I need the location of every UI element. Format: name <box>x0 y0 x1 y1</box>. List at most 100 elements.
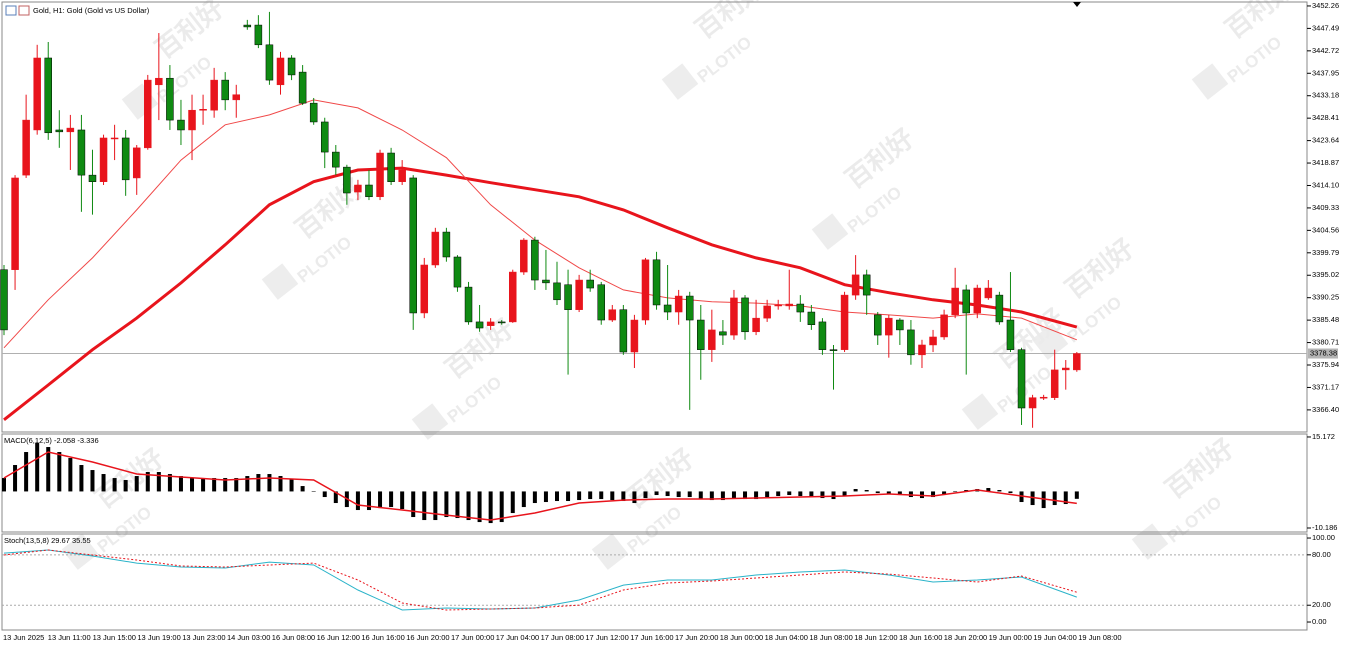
candle-body <box>763 305 771 319</box>
x-tick-label: 17 Jun 16:00 <box>630 633 673 642</box>
candle-body <box>276 57 285 86</box>
candle-body <box>464 286 473 323</box>
candle-body <box>365 184 373 198</box>
macd-bar <box>35 443 40 492</box>
macd-bar <box>931 491 936 498</box>
candle-body <box>674 295 683 313</box>
candle-body <box>88 174 97 182</box>
candle-body <box>66 127 75 133</box>
macd-bar <box>145 472 150 492</box>
macd-bar <box>919 491 924 499</box>
macd-bar <box>698 491 703 500</box>
candle-body <box>77 129 86 176</box>
y-tick-label: 3442.72 <box>1312 46 1339 55</box>
candle-body <box>0 269 8 331</box>
y-tick-label: 3371.17 <box>1312 382 1339 391</box>
candle-body <box>44 57 52 134</box>
candle-body <box>453 256 462 288</box>
macd-bar <box>798 491 803 497</box>
candle-body <box>354 184 362 193</box>
macd-bar <box>953 491 958 493</box>
candle-body <box>951 287 959 316</box>
candle-body <box>1073 353 1081 371</box>
macd-bar <box>853 489 858 492</box>
macd-bar <box>499 491 504 523</box>
y-tick-label: 3437.95 <box>1312 68 1339 77</box>
candle-body <box>188 109 196 131</box>
macd-bar <box>223 478 228 492</box>
macd-bar <box>543 491 548 503</box>
candle-body <box>940 314 948 338</box>
macd-bar <box>333 491 338 504</box>
macd-bar <box>842 491 847 497</box>
macd-bar <box>997 490 1002 492</box>
candle-body <box>210 79 218 111</box>
y-tick-label: 15.172 <box>1312 432 1335 441</box>
watermark-cn: 百利好 <box>1060 233 1140 305</box>
candle-body <box>1028 397 1037 409</box>
macd-bar <box>411 491 416 518</box>
candle-body <box>862 274 871 296</box>
candle-body <box>254 24 263 46</box>
macd-bar <box>754 491 759 500</box>
macd-bar <box>201 478 206 492</box>
macd-bar <box>300 486 305 492</box>
watermark-logo <box>261 263 299 300</box>
watermark-en: PLOTIO <box>694 33 756 87</box>
candle-body <box>155 77 163 86</box>
x-tick-label: 19 Jun 04:00 <box>1033 633 1076 642</box>
y-tick-label: 3385.48 <box>1312 315 1339 324</box>
y-tick-label: 3366.40 <box>1312 405 1339 414</box>
macd-bar <box>112 478 117 492</box>
candle-body <box>564 284 572 310</box>
candle-body <box>785 303 794 307</box>
macd-bar <box>444 491 449 518</box>
macd-bar <box>256 474 261 492</box>
y-tick-label: 3375.94 <box>1312 360 1339 369</box>
candle-body <box>11 177 19 270</box>
watermark-en: PLOTIO <box>154 53 216 107</box>
candle-body <box>597 284 605 321</box>
candle-body <box>132 147 141 179</box>
macd-bar <box>267 474 272 492</box>
x-tick-label: 13 Jun 15:00 <box>93 633 136 642</box>
candle-body <box>973 287 982 314</box>
candle-body <box>697 319 705 350</box>
macd-bar <box>455 491 460 519</box>
candle-body <box>199 109 207 111</box>
macd-bar <box>964 490 969 492</box>
macd-bar <box>776 491 781 497</box>
y-tick-label: -10.186 <box>1312 523 1337 532</box>
candle-body <box>851 274 860 296</box>
candle-body <box>984 287 993 299</box>
macd-bar <box>621 491 626 502</box>
watermark-logo <box>591 533 629 570</box>
y-tick-label: 3399.79 <box>1312 248 1339 257</box>
macd-bar <box>787 491 792 496</box>
indicator-line <box>3 549 1077 611</box>
candle-body <box>166 77 174 121</box>
macd-bar <box>897 491 902 496</box>
macd-bar <box>322 491 327 498</box>
candle-body <box>1039 396 1048 399</box>
macd-bar <box>599 491 604 500</box>
candle-body <box>243 24 252 28</box>
x-tick-label: 13 Jun 23:00 <box>182 633 225 642</box>
candle-body <box>730 297 738 336</box>
macd-bar <box>2 478 6 492</box>
y-tick-label: 80.00 <box>1312 550 1331 559</box>
x-tick-label: 17 Jun 04:00 <box>496 633 539 642</box>
candle-body <box>343 166 351 194</box>
macd-bar <box>79 465 84 492</box>
macd-bar <box>234 478 239 492</box>
watermark-cn: 百利好 <box>150 0 230 64</box>
y-tick-label: 3433.18 <box>1312 91 1339 100</box>
macd-bar <box>654 491 659 496</box>
candle-body <box>309 102 318 123</box>
candle-body <box>221 79 229 101</box>
stoch-panel <box>1 533 1308 631</box>
macd-bar <box>488 491 493 524</box>
main-panel <box>1 1 1308 433</box>
macd-bar <box>90 470 95 492</box>
watermark-en: PLOTIO <box>294 233 356 287</box>
